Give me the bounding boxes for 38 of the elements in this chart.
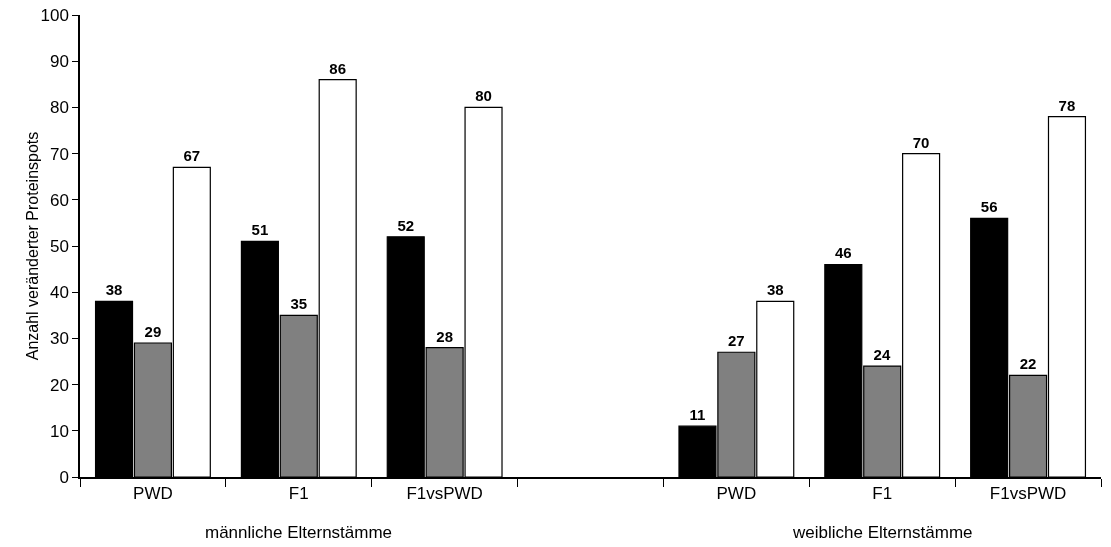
y-tick-label: 30 bbox=[49, 329, 69, 349]
data-label: 35 bbox=[290, 295, 308, 313]
data-label: 11 bbox=[689, 406, 706, 424]
y-tick-label: 100 bbox=[40, 5, 69, 25]
y-tick-label: 70 bbox=[49, 144, 69, 164]
text: weibliche Elternstämme bbox=[792, 523, 973, 542]
data-label: 80 bbox=[475, 87, 492, 105]
data-label: 29 bbox=[144, 323, 162, 341]
x-tick-label: PWD bbox=[716, 484, 757, 504]
x-tick-label: F1 bbox=[288, 484, 309, 504]
data-label: 51 bbox=[251, 221, 269, 239]
data-label: 28 bbox=[436, 327, 453, 345]
x-tick-label: PWD bbox=[133, 484, 173, 504]
y-axis-title: Anzahl veränderter Proteinspots bbox=[23, 131, 41, 361]
y-tick-label: 40 bbox=[49, 283, 69, 303]
data-label: 67 bbox=[183, 147, 201, 165]
y-tick-label: 50 bbox=[49, 236, 69, 256]
data-label: 38 bbox=[766, 281, 784, 299]
y-tick-label: 60 bbox=[49, 190, 69, 210]
data-label: 38 bbox=[105, 281, 123, 299]
x-tick-label: F1vsPWD bbox=[989, 484, 1067, 504]
text: männliche Elternstämme bbox=[205, 523, 393, 542]
data-label: 24 bbox=[873, 346, 891, 364]
x-tick-label: F1vsPWD bbox=[406, 484, 483, 504]
data-label: 22 bbox=[1019, 355, 1037, 373]
y-tick-label: 10 bbox=[49, 421, 69, 441]
y-tick-label: 20 bbox=[49, 375, 69, 395]
data-label: 27 bbox=[728, 332, 745, 350]
data-label: 56 bbox=[980, 198, 998, 216]
data-label: 78 bbox=[1058, 96, 1076, 114]
data-label: 86 bbox=[329, 59, 347, 77]
y-tick-label: 80 bbox=[49, 98, 69, 118]
y-tick-label: 90 bbox=[49, 52, 69, 72]
x-tick-label: F1 bbox=[872, 484, 893, 504]
data-label: 46 bbox=[834, 244, 852, 262]
data-label: 52 bbox=[397, 216, 415, 234]
y-tick-label: 0 bbox=[59, 467, 69, 487]
data-label: 70 bbox=[912, 133, 930, 151]
